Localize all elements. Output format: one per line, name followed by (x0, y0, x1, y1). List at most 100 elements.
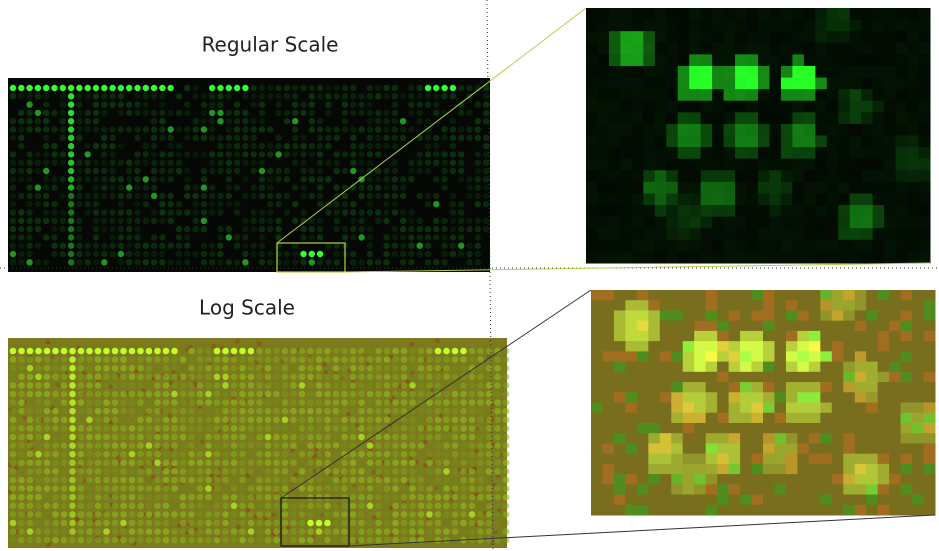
spot (324, 528, 331, 535)
spot (51, 218, 57, 224)
spot (109, 101, 115, 107)
spot (443, 503, 450, 510)
pixel (717, 403, 729, 414)
spot (435, 442, 442, 449)
spot (151, 234, 157, 240)
pixel (797, 423, 809, 434)
spot (35, 184, 41, 190)
pixel (832, 382, 844, 393)
spot (350, 374, 357, 381)
pixel (838, 251, 850, 263)
spot (129, 348, 136, 355)
pixel (781, 112, 793, 124)
spot (475, 259, 481, 265)
pixel (666, 89, 678, 101)
spot (120, 468, 127, 475)
pixel (683, 290, 695, 301)
pixel (666, 136, 678, 148)
pixel (683, 474, 695, 485)
spot (231, 391, 238, 398)
spot (401, 382, 408, 389)
spot (18, 135, 24, 141)
spot (35, 110, 41, 116)
pixel (648, 495, 660, 506)
spot (35, 503, 42, 510)
spot (61, 391, 68, 398)
pixel (820, 341, 832, 352)
spot (400, 259, 406, 265)
spot (103, 434, 110, 441)
spot (154, 382, 161, 389)
spot (52, 520, 59, 527)
pixel (735, 193, 747, 205)
pixel (591, 351, 603, 362)
pixel (706, 341, 718, 352)
spot (259, 243, 265, 249)
spot (234, 151, 240, 157)
spot (10, 451, 17, 458)
pixel (735, 147, 747, 159)
pixel (843, 464, 855, 475)
noise (168, 414, 172, 418)
spot (342, 110, 348, 116)
spot (151, 93, 157, 99)
noise (169, 342, 173, 346)
spot (316, 477, 323, 484)
pixel (724, 193, 736, 205)
spot (234, 259, 240, 265)
spot (43, 118, 49, 124)
pixel (735, 170, 747, 182)
spot (367, 365, 374, 372)
spot (68, 85, 74, 91)
pixel (907, 159, 919, 171)
spot (78, 520, 85, 527)
spot (494, 425, 501, 432)
pixel (660, 300, 672, 311)
pixel (747, 228, 759, 240)
pixel (786, 300, 798, 311)
spot (201, 135, 207, 141)
spot (475, 251, 481, 257)
spot (401, 485, 408, 492)
pixel (804, 205, 816, 217)
spot (408, 218, 414, 224)
spot (52, 408, 59, 415)
spot (299, 434, 306, 441)
pixel (827, 136, 839, 148)
spot (409, 468, 416, 475)
pixel (804, 240, 816, 252)
spot (367, 399, 374, 406)
spot (265, 468, 272, 475)
spot (242, 93, 248, 99)
spot (469, 442, 476, 449)
pixel (804, 112, 816, 124)
spot (292, 101, 298, 107)
pixel (912, 321, 924, 332)
pixel (797, 300, 809, 311)
spot (10, 243, 16, 249)
spot (409, 399, 416, 406)
spot (217, 193, 223, 199)
spot (112, 511, 119, 518)
pixel (832, 484, 844, 495)
spot (69, 503, 76, 510)
spot (86, 485, 93, 492)
pixel (689, 228, 701, 240)
pixel (843, 413, 855, 424)
spot (450, 160, 456, 166)
spot (256, 442, 263, 449)
spot (10, 348, 17, 355)
pixel (861, 193, 873, 205)
spot (76, 243, 82, 249)
noise (236, 474, 240, 478)
spot (375, 176, 381, 182)
spot (27, 520, 34, 527)
pixel (747, 193, 759, 205)
pixel (809, 403, 821, 414)
spot (333, 348, 340, 355)
pixel (866, 423, 878, 434)
spot (205, 442, 212, 449)
spot (35, 193, 41, 199)
pixel (815, 54, 827, 66)
pixel (701, 54, 713, 66)
